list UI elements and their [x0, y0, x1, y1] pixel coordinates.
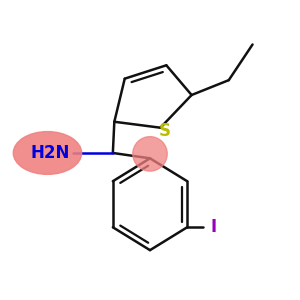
Ellipse shape [13, 132, 82, 174]
Text: S: S [159, 122, 171, 140]
Text: I: I [210, 218, 216, 236]
Ellipse shape [133, 136, 167, 171]
Text: H2N: H2N [30, 144, 70, 162]
